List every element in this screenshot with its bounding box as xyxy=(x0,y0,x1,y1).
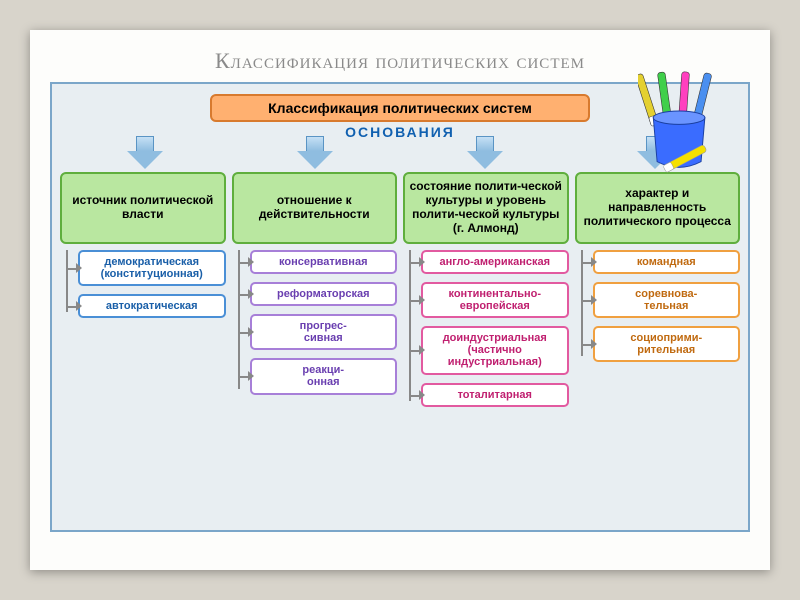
arrow-right-icon xyxy=(419,295,425,305)
item-box: прогрес-сивная xyxy=(250,314,398,350)
arrow-right-icon xyxy=(419,257,425,267)
down-arrow-icon xyxy=(127,136,163,170)
item-box: тоталитарная xyxy=(421,383,569,407)
item-box: автократическая xyxy=(78,294,226,318)
item-box: реформаторская xyxy=(250,282,398,306)
item-box: командная xyxy=(593,250,741,274)
column: отношение к действительностиконсервативн… xyxy=(232,172,398,415)
item-box: социоприми-рительная xyxy=(593,326,741,362)
sub-area: консервативная реформаторская прогрес-сивн… xyxy=(232,250,398,403)
arrow-right-icon xyxy=(419,345,425,355)
root-box: Классификация политических систем xyxy=(210,94,590,122)
arrow-right-icon xyxy=(76,301,82,311)
connector-line xyxy=(581,250,583,356)
arrow-right-icon xyxy=(248,289,254,299)
item-box: континентально-европейская xyxy=(421,282,569,318)
column: характер и направленность политического … xyxy=(575,172,741,415)
sub-area: англо-американская континентально-европей… xyxy=(403,250,569,415)
arrow-right-icon xyxy=(248,257,254,267)
connector-line xyxy=(409,250,411,401)
criterion-box: источник политической власти xyxy=(60,172,226,244)
column: состояние полити-ческой культуры и урове… xyxy=(403,172,569,415)
pencup-decor xyxy=(638,66,724,176)
item-box: англо-американская xyxy=(421,250,569,274)
connector-line xyxy=(66,250,68,312)
column: источник политической властидемократичес… xyxy=(60,172,226,415)
arrow-right-icon xyxy=(591,257,597,267)
item-box: соревнова-тельная xyxy=(593,282,741,318)
arrow-right-icon xyxy=(248,327,254,337)
item-box: доиндустриальная (частично индустриальна… xyxy=(421,326,569,374)
connector-line xyxy=(238,250,240,389)
criterion-box: характер и направленность политического … xyxy=(575,172,741,244)
arrow-right-icon xyxy=(591,295,597,305)
item-box: консервативная xyxy=(250,250,398,274)
arrow-right-icon xyxy=(591,339,597,349)
criterion-box: состояние полити-ческой культуры и урове… xyxy=(403,172,569,244)
item-box: демократическая (конституционная) xyxy=(78,250,226,286)
sub-area: демократическая (конституционная) автокра… xyxy=(60,250,226,326)
item-box: реакци-онная xyxy=(250,358,398,394)
columns: источник политической властидемократичес… xyxy=(60,172,740,415)
slide: Классификация политических систем Класси… xyxy=(30,30,770,570)
arrow-right-icon xyxy=(419,390,425,400)
arrow-right-icon xyxy=(76,263,82,273)
sub-area: командная соревнова-тельная социоприми-рит… xyxy=(575,250,741,370)
arrow-right-icon xyxy=(248,371,254,381)
down-arrow-icon xyxy=(467,136,503,170)
down-arrow-icon xyxy=(297,136,333,170)
criterion-box: отношение к действительности xyxy=(232,172,398,244)
